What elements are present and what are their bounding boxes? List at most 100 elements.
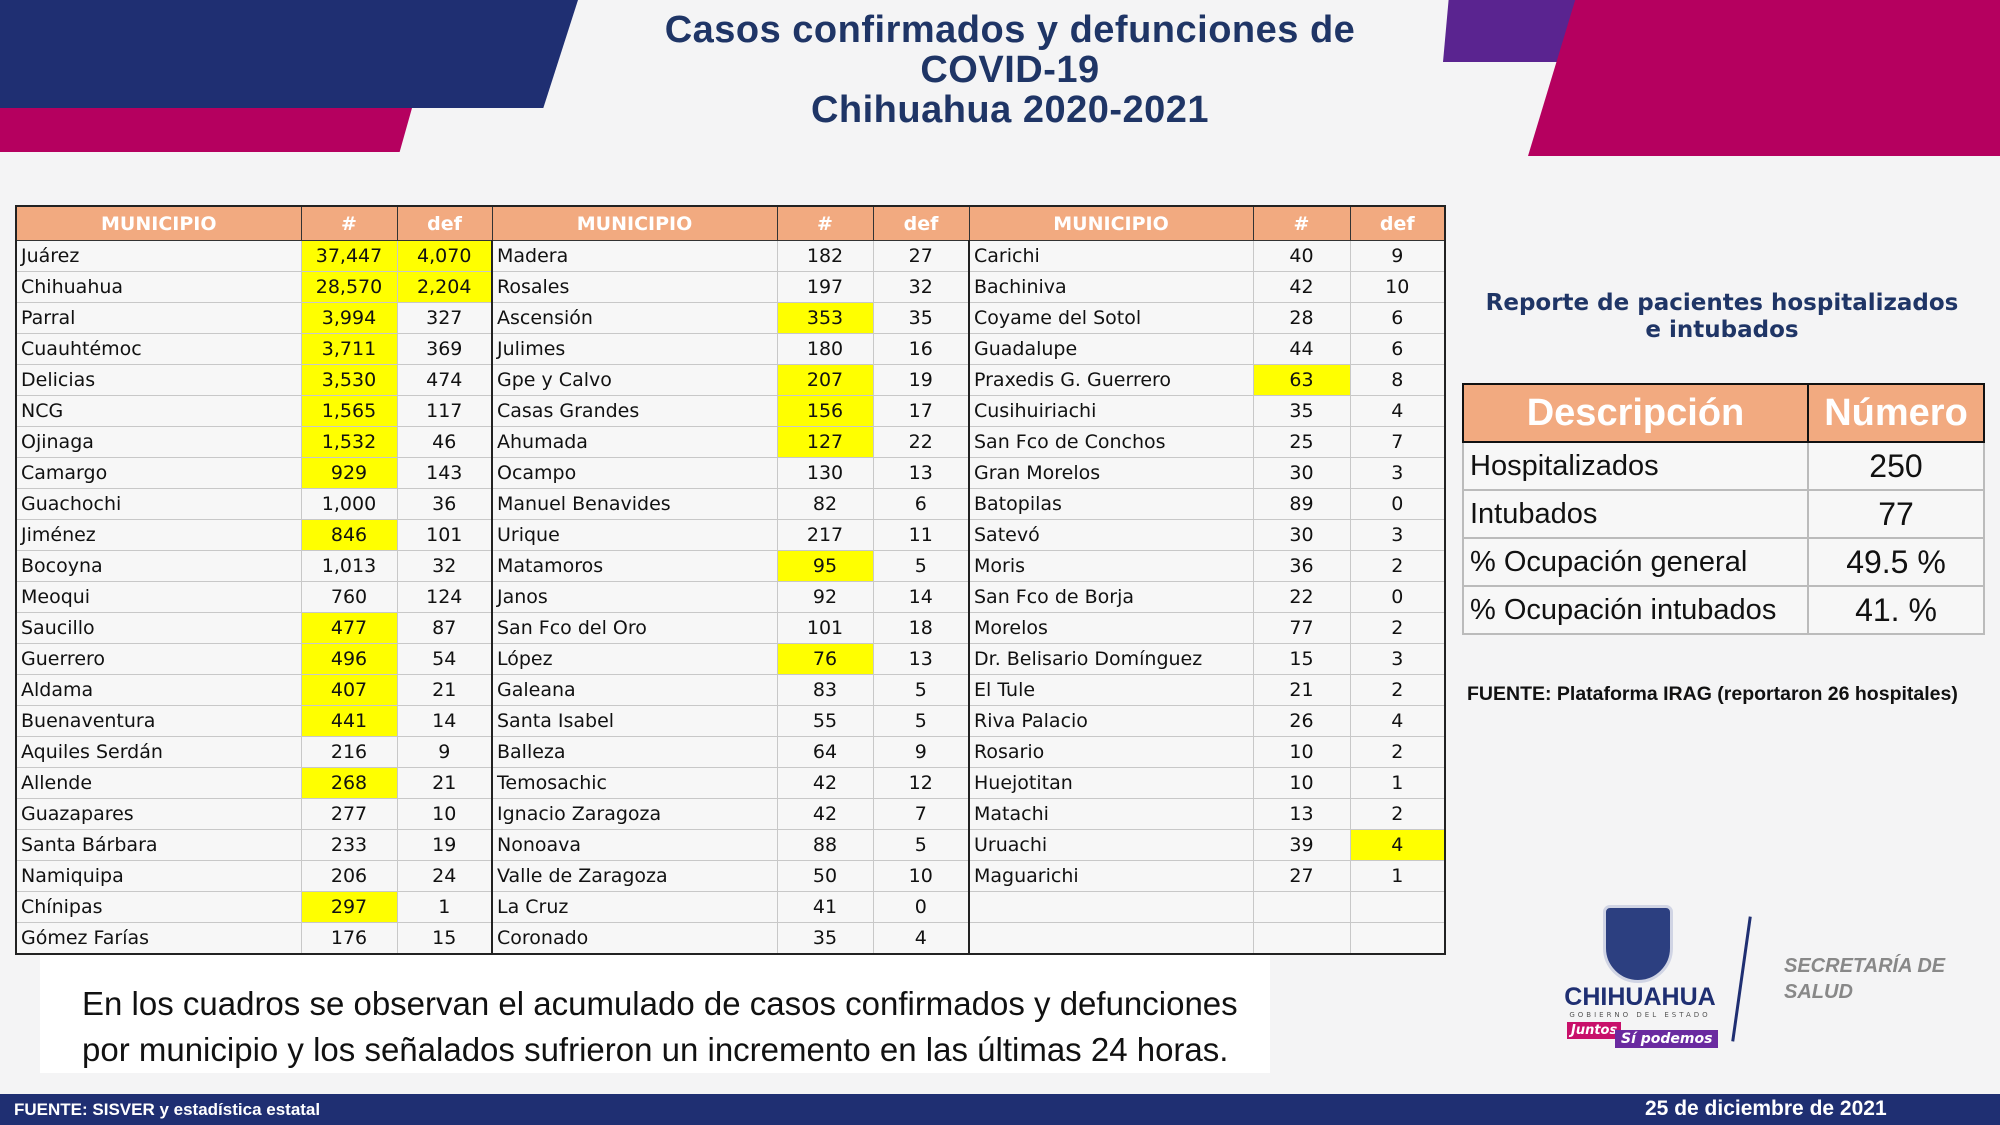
confirmed-cases: 92 <box>776 581 874 613</box>
hospital-row-value: 77 <box>1807 489 1985 539</box>
hospital-row: % Ocupación intubados 41. % <box>1462 585 1985 635</box>
municipality-table: MUNICIPIO # def MUNICIPIO # def MUNICIPIO # def … <box>15 205 1446 955</box>
deaths: 35 <box>872 302 970 334</box>
logo-slogan-1: Juntos <box>1567 1022 1622 1039</box>
confirmed-cases: 127 <box>776 426 874 458</box>
deaths: 3 <box>1349 519 1446 551</box>
deaths: 27 <box>872 240 970 272</box>
deaths: 4 <box>1349 705 1446 737</box>
confirmed-cases: 207 <box>776 364 874 396</box>
confirmed-cases: 50 <box>776 860 874 892</box>
deaths: 14 <box>872 581 970 613</box>
confirmed-cases: 42 <box>1252 271 1351 303</box>
confirmed-cases: 233 <box>300 829 398 861</box>
municipio-name: Julimes <box>491 333 778 365</box>
confirmed-cases: 82 <box>776 488 874 520</box>
deaths: 0 <box>1349 488 1446 520</box>
logo-name: CHIHUAHUA <box>1564 983 1716 1011</box>
confirmed-cases: 76 <box>776 643 874 675</box>
table-row: NCG 1,565 117 Casas Grandes 156 17 Cusihuiriac… <box>15 395 1446 427</box>
confirmed-cases: 35 <box>776 922 874 955</box>
table-row: Allende 268 21 Temosachic 42 12 Huejotitan 10 1 <box>15 767 1446 799</box>
confirmed-cases: 10 <box>1252 736 1351 768</box>
deaths: 5 <box>872 705 970 737</box>
confirmed-cases: 77 <box>1252 612 1351 644</box>
deaths: 21 <box>396 767 493 799</box>
deaths: 143 <box>396 457 493 489</box>
confirmed-cases: 10 <box>1252 767 1351 799</box>
deaths: 4,070 <box>396 240 493 272</box>
deaths: 10 <box>396 798 493 830</box>
deaths <box>1349 891 1446 923</box>
confirmed-cases: 206 <box>300 860 398 892</box>
confirmed-cases: 297 <box>300 891 398 923</box>
deaths: 8 <box>1349 364 1446 396</box>
table-row: Aquiles Serdán 216 9 Balleza 64 9 Rosario 10 2 <box>15 736 1446 768</box>
header-numero: Número <box>1807 383 1985 443</box>
confirmed-cases: 353 <box>776 302 874 334</box>
confirmed-cases: 1,000 <box>300 488 398 520</box>
note-line-1: En los cuadros se observan el acumulado … <box>82 985 1238 1022</box>
confirmed-cases: 83 <box>776 674 874 706</box>
confirmed-cases: 28 <box>1252 302 1351 334</box>
confirmed-cases: 64 <box>776 736 874 768</box>
municipio-name: Aquiles Serdán <box>15 736 302 768</box>
footer-source: FUENTE: SISVER y estadística estatal <box>14 1100 321 1119</box>
municipio-name: San Fco de Conchos <box>968 426 1254 458</box>
deaths: 11 <box>872 519 970 551</box>
municipio-name: Guazapares <box>15 798 302 830</box>
deaths: 6 <box>1349 302 1446 334</box>
confirmed-cases <box>1252 922 1351 955</box>
table-row: Chihuahua 28,570 2,204 Rosales 197 32 Bachiniv… <box>15 271 1446 303</box>
deaths: 36 <box>396 488 493 520</box>
header-municipio: MUNICIPIO <box>15 205 302 241</box>
municipio-name: Juárez <box>15 240 302 272</box>
municipio-name: Riva Palacio <box>968 705 1254 737</box>
municipio-name: Galeana <box>491 674 778 706</box>
confirmed-cases: 30 <box>1252 457 1351 489</box>
confirmed-cases: 35 <box>1252 395 1351 427</box>
confirmed-cases: 22 <box>1252 581 1351 613</box>
municipio-name: Ahumada <box>491 426 778 458</box>
confirmed-cases: 55 <box>776 705 874 737</box>
municipio-name: Praxedis G. Guerrero <box>968 364 1254 396</box>
table-header-row: MUNICIPIO # def MUNICIPIO # def MUNICIPIO # def <box>15 205 1446 241</box>
note-text: En los cuadros se observan el acumulado … <box>82 981 1238 1073</box>
municipio-name: Maguarichi <box>968 860 1254 892</box>
confirmed-cases: 39 <box>1252 829 1351 861</box>
municipio-name: Madera <box>491 240 778 272</box>
table-row: Namiquipa 206 24 Valle de Zaragoza 50 10 Magua… <box>15 860 1446 892</box>
municipio-name: San Fco de Borja <box>968 581 1254 613</box>
deaths: 2,204 <box>396 271 493 303</box>
table-row: Chínipas 297 1 La Cruz 41 0 <box>15 891 1446 923</box>
table-row: Buenaventura 441 14 Santa Isabel 55 5 Riva Pal… <box>15 705 1446 737</box>
municipio-name: Rosario <box>968 736 1254 768</box>
municipio-name: Manuel Benavides <box>491 488 778 520</box>
municipio-name: Matachi <box>968 798 1254 830</box>
confirmed-cases: 176 <box>300 922 398 955</box>
confirmed-cases: 13 <box>1252 798 1351 830</box>
deaths: 6 <box>872 488 970 520</box>
confirmed-cases: 130 <box>776 457 874 489</box>
deaths: 9 <box>872 736 970 768</box>
confirmed-cases: 407 <box>300 674 398 706</box>
table-row: Aldama 407 21 Galeana 83 5 El Tule 21 2 <box>15 674 1446 706</box>
municipio-name: Uruachi <box>968 829 1254 861</box>
confirmed-cases: 1,013 <box>300 550 398 582</box>
table-row: Jiménez 846 101 Urique 217 11 Satevó 30 3 <box>15 519 1446 551</box>
confirmed-cases: 216 <box>300 736 398 768</box>
header-deaths: def <box>396 205 493 241</box>
deaths: 18 <box>872 612 970 644</box>
deaths: 0 <box>872 891 970 923</box>
municipio-name: Chínipas <box>15 891 302 923</box>
confirmed-cases: 28,570 <box>300 271 398 303</box>
confirmed-cases: 37,447 <box>300 240 398 272</box>
confirmed-cases: 277 <box>300 798 398 830</box>
deaths: 15 <box>396 922 493 955</box>
logo-divider <box>1731 916 1752 1042</box>
secretaria-salud-logo: SECRETARÍA DE SALUD <box>1784 953 1945 1005</box>
confirmed-cases: 3,994 <box>300 302 398 334</box>
municipio-name: Santa Isabel <box>491 705 778 737</box>
table-row: Santa Bárbara 233 19 Nonoava 88 5 Uruachi 39 4 <box>15 829 1446 861</box>
confirmed-cases: 3,711 <box>300 333 398 365</box>
